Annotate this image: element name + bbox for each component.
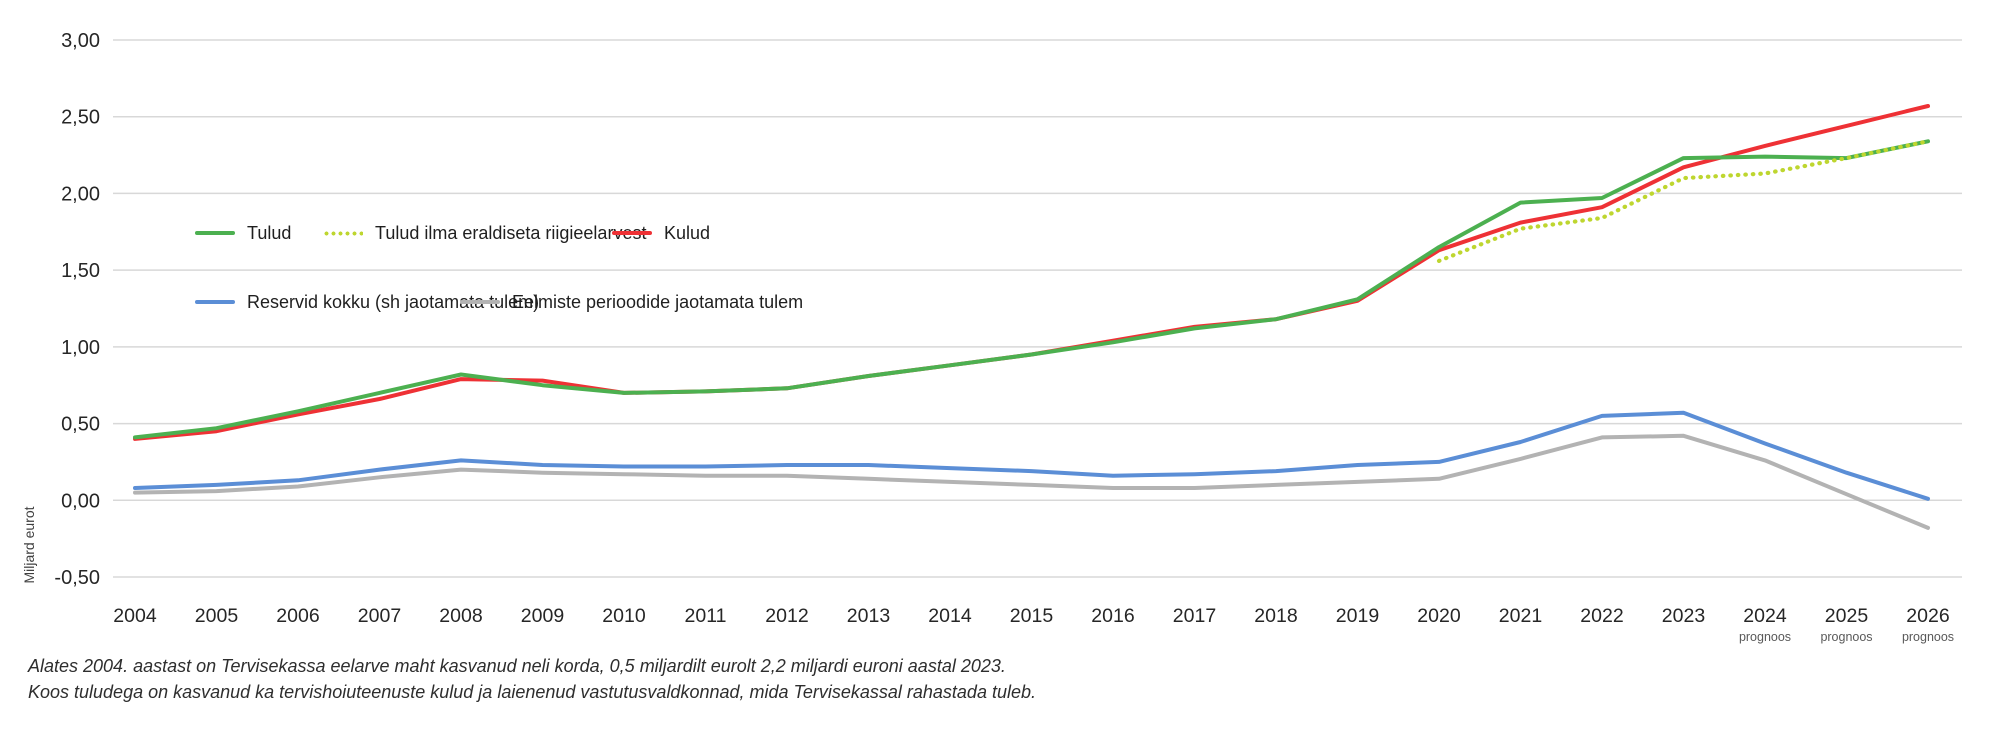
forecast-label: prognoos bbox=[1820, 630, 1872, 644]
x-tick-label: 2011 bbox=[685, 605, 727, 627]
x-tick-label: 2018 bbox=[1254, 605, 1297, 627]
legend-item-tulud: Tulud bbox=[195, 222, 291, 244]
legend-swatch-reservid-kokku bbox=[195, 300, 235, 304]
legend-item-reservid-kokku: Reservid kokku (sh jaotamata tulem) bbox=[195, 291, 539, 313]
x-tick-label: 2012 bbox=[765, 605, 808, 627]
legend-swatch-kulud bbox=[612, 231, 652, 235]
chart-caption-line-2: Koos tuludega on kasvanud ka tervishoiut… bbox=[28, 682, 1036, 702]
series-line-4 bbox=[133, 433, 1930, 530]
series-line-3 bbox=[133, 410, 1930, 501]
x-tick-label: 2006 bbox=[276, 605, 319, 627]
x-tick-label: 2013 bbox=[847, 605, 890, 627]
y-axis-title: Miljard eurot bbox=[21, 506, 37, 583]
legend-label-tulud: Tulud bbox=[247, 222, 292, 243]
x-tick-label: 2015 bbox=[1010, 605, 1054, 627]
forecast-label: prognoos bbox=[1739, 630, 1791, 644]
legend-swatch-tulud-ilma-eraldiseta bbox=[323, 230, 363, 236]
x-tick-label: 2007 bbox=[358, 605, 401, 627]
x-tick-label: 2021 bbox=[1499, 605, 1542, 627]
y-tick-label: 1,00 bbox=[61, 337, 100, 359]
x-tick-label: 2014 bbox=[928, 605, 972, 627]
chart-caption-line-1: Alates 2004. aastast on Tervisekassa eel… bbox=[28, 656, 1006, 676]
y-tick-label: 0,50 bbox=[61, 414, 100, 436]
legend-label-eelmiste-perioodide: Eelmiste perioodide jaotamata tulem bbox=[512, 291, 804, 312]
x-tick-label: 2010 bbox=[602, 605, 646, 627]
legend-label-kulud: Kulud bbox=[664, 222, 711, 243]
series-line-1 bbox=[1436, 139, 1931, 263]
x-tick-label: 2004 bbox=[113, 605, 157, 627]
legend-swatch-tulud bbox=[195, 231, 235, 235]
y-tick-label: 0,00 bbox=[61, 490, 100, 512]
x-tick-label: 2017 bbox=[1173, 605, 1216, 627]
y-tick-label: 3,00 bbox=[61, 30, 100, 52]
x-tick-label: 2023 bbox=[1662, 605, 1705, 627]
x-tick-label: 2022 bbox=[1580, 605, 1623, 627]
x-tick-label: 2005 bbox=[195, 605, 239, 627]
y-tick-label: 2,50 bbox=[61, 107, 100, 129]
x-tick-label: 2026 bbox=[1906, 605, 1949, 627]
x-tick-label: 2020 bbox=[1417, 605, 1461, 627]
x-tick-label: 2009 bbox=[521, 605, 564, 627]
budget-line-chart: 3,00 2,50 2,00 1,50 1,00 0,50 0,00 -0,50 Miljard… bbox=[21, 30, 1962, 644]
legend-swatch-eelmiste-perioodide bbox=[460, 300, 500, 304]
x-tick-label: 2008 bbox=[439, 605, 482, 627]
x-tick-label: 2024 bbox=[1743, 605, 1787, 627]
legend-label-reservid-kokku: Reservid kokku (sh jaotamata tulem) bbox=[247, 291, 540, 312]
x-tick-label: 2019 bbox=[1336, 605, 1379, 627]
x-tick-label: 2025 bbox=[1825, 605, 1869, 627]
y-tick-label: 2,00 bbox=[61, 183, 100, 205]
legend-item-kulud: Kulud bbox=[612, 222, 710, 244]
chart-caption: Alates 2004. aastast on Tervisekassa eel… bbox=[28, 653, 1036, 705]
y-tick-label: -0,50 bbox=[54, 567, 100, 589]
legend-item-eelmiste-perioodide: Eelmiste perioodide jaotamata tulem bbox=[460, 291, 803, 313]
forecast-label: prognoos bbox=[1902, 630, 1954, 644]
legend-label-tulud-ilma-eraldiseta: Tulud ilma eraldiseta riigieelarvest bbox=[375, 222, 647, 243]
series-line-0 bbox=[133, 139, 1930, 440]
x-tick-label: 2016 bbox=[1091, 605, 1134, 627]
y-tick-label: 1,50 bbox=[61, 260, 100, 282]
legend-item-tulud-ilma-eraldiseta: Tulud ilma eraldiseta riigieelarvest bbox=[323, 222, 646, 244]
